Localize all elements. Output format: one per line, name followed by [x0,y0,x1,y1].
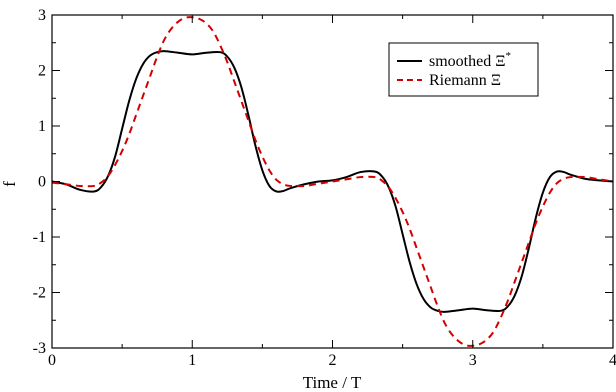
legend-box [388,42,539,97]
y-axis-label: f [0,181,19,187]
series-line-smoothed [52,50,613,313]
y-tick-label: 2 [38,63,46,80]
y-tick-label: -3 [33,340,46,357]
x-axis-label: Time / T [303,373,362,392]
legend-label-riemann: Riemann Ξ [429,72,501,89]
legend-label-smoothed: smoothed Ξ* [429,50,511,70]
x-tick-label: 2 [329,352,337,369]
series-layer [52,16,613,347]
ticks-layer: 0 1 2 3 4 -3 -2 -1 0 1 2 3 [33,7,616,369]
x-tick-label: 1 [188,352,196,369]
y-tick-label: 3 [38,7,46,24]
series-line-riemann [52,16,613,347]
y-tick-label: -1 [33,229,46,246]
y-tick-label: 1 [38,118,46,135]
x-tick-label: 4 [609,352,616,369]
x-tick-label: 3 [469,352,477,369]
y-tick-label: 0 [38,174,46,191]
y-tick-label: -2 [33,285,46,302]
x-tick-label: 0 [48,352,56,369]
legend-superscript: * [506,50,512,62]
legend: smoothed Ξ* Riemann Ξ [388,42,539,97]
